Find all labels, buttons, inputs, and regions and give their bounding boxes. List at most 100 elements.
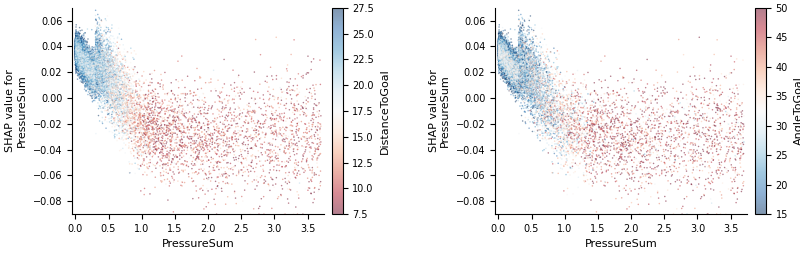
Point [110,83,122,87]
Point [82,76,94,80]
Point [97,70,110,74]
Point [508,83,521,87]
Point [85,79,98,83]
Point [78,47,91,51]
Point [521,50,534,54]
Point [624,155,637,159]
Point [502,71,514,75]
Point [81,63,94,68]
Point [527,80,540,84]
Point [504,62,517,67]
Point [538,137,551,141]
Point [74,70,86,74]
Point [74,58,87,62]
Point [73,48,86,52]
Point [70,46,82,50]
Point [495,50,508,54]
Point [697,126,710,130]
Point [90,61,103,65]
Point [89,58,102,62]
Point [501,52,514,57]
Point [688,104,701,108]
Point [114,83,126,87]
Point [103,113,116,117]
Point [513,58,526,62]
Point [98,81,110,85]
Point [116,82,129,86]
Point [95,77,108,81]
Point [506,78,519,83]
Point [97,59,110,63]
Point [111,79,124,83]
Point [500,60,513,64]
Point [493,46,506,51]
Point [70,43,83,47]
Point [77,67,90,71]
Point [99,118,112,122]
Point [506,64,519,68]
Point [102,52,114,57]
Point [498,44,511,49]
Point [84,76,97,80]
Point [82,83,95,87]
Point [494,48,506,52]
Point [506,72,519,77]
Point [494,43,506,47]
Point [279,128,292,133]
Point [493,54,506,58]
Point [81,77,94,81]
Point [502,82,515,86]
Point [73,60,86,64]
Point [70,45,82,49]
Point [148,127,161,131]
Point [535,114,548,118]
Point [528,121,541,125]
Point [523,77,536,82]
Point [494,46,507,50]
Point [499,59,512,63]
Point [698,165,711,169]
Point [570,99,583,103]
Point [191,152,204,156]
Point [550,134,563,138]
Point [74,68,87,72]
Point [521,42,534,46]
Point [77,68,90,72]
Point [252,206,265,211]
Point [96,49,109,53]
Point [74,58,86,62]
Point [79,63,92,67]
Point [76,66,89,70]
Point [122,120,134,125]
Point [504,83,517,87]
Point [88,76,101,80]
Point [502,52,514,56]
Point [90,79,103,83]
Point [73,53,86,58]
Point [510,65,522,69]
Point [501,67,514,71]
Point [86,60,99,64]
Point [80,76,93,80]
Point [522,72,534,76]
Point [494,45,507,49]
Point [149,175,162,179]
Point [146,127,158,132]
Point [521,83,534,87]
Point [522,85,534,89]
Point [74,45,86,49]
Point [70,59,82,63]
Point [499,42,512,46]
Point [495,46,508,50]
Point [527,89,540,93]
Point [493,48,506,52]
Point [81,83,94,87]
Point [94,61,107,66]
Point [70,55,83,59]
Point [495,51,508,55]
Point [84,74,97,78]
Point [74,41,86,45]
Point [86,82,99,86]
Point [79,59,92,63]
Point [536,90,549,94]
